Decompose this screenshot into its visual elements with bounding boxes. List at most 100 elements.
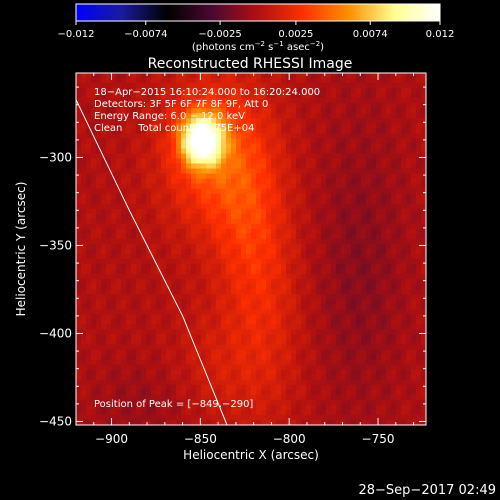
heatmap-cell	[326, 364, 332, 371]
heatmap-cell	[411, 309, 417, 315]
heatmap-cell	[361, 384, 367, 391]
heatmap-cell	[161, 98, 167, 104]
heatmap-cell	[236, 138, 242, 144]
heatmap-cell	[376, 213, 382, 220]
heatmap-cell	[116, 83, 122, 89]
heatmap-cell	[186, 193, 192, 200]
heatmap-cell	[251, 299, 257, 305]
heatmap-cell	[351, 374, 357, 381]
heatmap-cell	[251, 238, 257, 245]
heatmap-cell	[166, 319, 172, 325]
heatmap-cell	[361, 254, 367, 260]
heatmap-cell	[111, 173, 117, 179]
heatmap-cell	[216, 233, 222, 240]
heatmap-cell	[91, 78, 97, 84]
heatmap-cell	[281, 233, 287, 240]
heatmap-cell	[111, 264, 117, 270]
heatmap-cell	[86, 334, 92, 340]
heatmap-cell	[296, 339, 302, 345]
heatmap-cell	[86, 233, 92, 240]
heatmap-cell	[226, 284, 232, 290]
heatmap-cell	[296, 118, 302, 124]
heatmap-cell	[421, 264, 426, 270]
heatmap-cell	[156, 78, 162, 84]
heatmap-cell	[251, 319, 257, 325]
heatmap-cell	[306, 414, 312, 421]
heatmap-cell	[91, 168, 97, 174]
heatmap-cell	[126, 208, 132, 215]
heatmap-cell	[321, 153, 327, 159]
heatmap-cell	[261, 128, 267, 134]
heatmap-cell	[316, 324, 322, 330]
heatmap-cell	[231, 409, 237, 416]
heatmap-cell	[286, 108, 292, 114]
heatmap-cell	[86, 113, 92, 119]
heatmap-cell	[106, 259, 112, 265]
heatmap-cell	[211, 223, 217, 230]
heatmap-cell	[321, 228, 327, 235]
heatmap-cell	[81, 188, 87, 195]
heatmap-cell	[86, 314, 92, 320]
heatmap-cell	[181, 394, 187, 401]
heatmap-cell	[241, 223, 247, 230]
heatmap-cell	[146, 103, 152, 109]
heatmap-cell	[176, 319, 182, 325]
heatmap-cell	[356, 279, 362, 285]
heatmap-cell	[156, 188, 162, 195]
heatmap-cell	[306, 153, 312, 159]
heatmap-cell	[116, 339, 122, 345]
heatmap-cell	[276, 73, 282, 79]
heatmap-cell	[376, 103, 382, 109]
heatmap-cell	[101, 404, 107, 411]
heatmap-cell	[391, 404, 397, 411]
heatmap-cell	[351, 344, 357, 350]
heatmap-cell	[381, 319, 387, 325]
heatmap-cell	[311, 379, 317, 386]
heatmap-cell	[111, 208, 117, 215]
heatmap-cell	[391, 108, 397, 114]
heatmap-cell	[166, 208, 172, 215]
heatmap-cell	[126, 128, 132, 134]
heatmap-cell	[91, 208, 97, 215]
heatmap-cell	[401, 324, 407, 330]
heatmap-cell	[131, 389, 137, 396]
heatmap-cell	[161, 73, 167, 79]
heatmap-cell	[121, 128, 127, 134]
heatmap-cell	[121, 254, 127, 260]
heatmap-cell	[186, 133, 192, 139]
heatmap-cell	[151, 143, 157, 149]
heatmap-cell	[411, 259, 417, 265]
heatmap-cell	[151, 259, 157, 265]
heatmap-cell	[226, 269, 232, 275]
heatmap-cell	[361, 233, 367, 240]
heatmap-cell	[266, 274, 272, 280]
heatmap-cell	[201, 88, 207, 94]
heatmap-cell	[261, 294, 267, 300]
heatmap-cell	[366, 249, 372, 255]
heatmap-cell	[286, 208, 292, 215]
heatmap-cell	[141, 173, 147, 179]
heatmap-cell	[286, 83, 292, 89]
heatmap-cell	[276, 344, 282, 350]
heatmap-cell	[266, 73, 272, 79]
heatmap-cell	[406, 178, 412, 185]
heatmap-cell	[116, 304, 122, 310]
heatmap-cell	[166, 254, 172, 260]
heatmap-cell	[416, 228, 422, 235]
heatmap-cell	[131, 294, 137, 300]
heatmap-cell	[206, 223, 212, 230]
heatmap-cell	[336, 404, 342, 411]
heatmap-cell	[161, 118, 167, 124]
heatmap-cell	[341, 183, 347, 190]
heatmap-cell	[96, 133, 102, 139]
heatmap-cell	[231, 78, 237, 84]
heatmap-cell	[256, 399, 262, 406]
heatmap-cell	[401, 264, 407, 270]
heatmap-cell	[206, 128, 212, 134]
heatmap-cell	[226, 228, 232, 235]
heatmap-cell	[281, 148, 287, 154]
heatmap-cell	[401, 404, 407, 411]
heatmap-cell	[156, 399, 162, 406]
heatmap-cell	[76, 269, 82, 275]
heatmap-cell	[96, 284, 102, 290]
